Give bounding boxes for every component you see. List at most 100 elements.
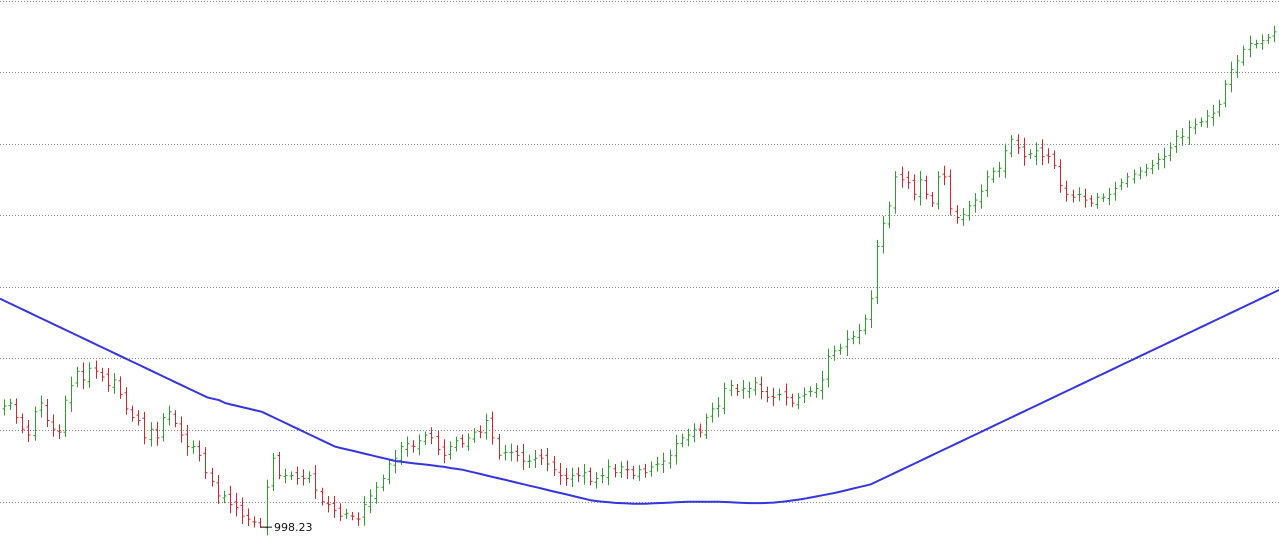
price-bar — [741, 380, 746, 399]
price-bar — [1150, 159, 1155, 175]
price-bar — [1040, 139, 1045, 166]
price-bar — [429, 427, 434, 445]
price-bar — [710, 402, 715, 423]
price-bar — [423, 431, 428, 445]
price-bar — [1107, 187, 1112, 206]
price-bar — [784, 383, 789, 406]
price-bar — [1119, 178, 1124, 191]
price-bar — [338, 503, 343, 522]
price-bar — [686, 428, 691, 447]
price-bar — [57, 424, 62, 439]
price-bar — [552, 455, 557, 476]
price-bar — [173, 410, 178, 428]
price-bar — [497, 434, 502, 460]
price-bar — [1235, 54, 1240, 79]
price-bar — [503, 444, 508, 461]
price-bar — [570, 467, 575, 488]
price-bar — [75, 366, 80, 388]
price-bar — [8, 398, 13, 410]
price-bar — [1241, 45, 1246, 66]
price-bar — [210, 467, 215, 487]
price-bar — [539, 449, 544, 465]
price-bar — [1223, 79, 1228, 108]
price-bar — [234, 492, 239, 517]
price-bar — [576, 467, 581, 483]
price-bar — [1187, 120, 1192, 145]
price-bar — [69, 376, 74, 412]
price-bar — [698, 423, 703, 438]
price-bar — [1168, 142, 1173, 162]
price-bar — [912, 174, 917, 201]
price-bar — [637, 465, 642, 481]
price-bar — [14, 398, 19, 424]
price-bar — [875, 239, 880, 304]
price-bar — [869, 290, 874, 329]
price-bar — [142, 411, 147, 445]
price-bar — [130, 405, 135, 422]
price-bar — [149, 422, 154, 447]
price-bar — [661, 452, 666, 474]
price-bar — [771, 387, 776, 407]
price-bar — [692, 423, 697, 443]
price-bar — [87, 362, 92, 388]
price-bar — [222, 490, 227, 504]
price-bar — [796, 392, 801, 410]
price-bar — [808, 386, 813, 397]
price-bar — [619, 461, 624, 478]
price-bar — [1180, 128, 1185, 146]
price-bar — [1162, 147, 1167, 169]
price-bar — [20, 413, 25, 434]
price-bar — [39, 395, 44, 418]
price-bar — [362, 496, 367, 526]
price-bar — [436, 430, 441, 456]
price-bar — [307, 471, 312, 484]
price-bar — [881, 216, 886, 254]
price-bar — [405, 436, 410, 457]
price-bar — [320, 487, 325, 506]
price-bar — [1260, 34, 1265, 50]
price-bar — [185, 424, 190, 456]
price-bar — [1034, 142, 1039, 166]
price-bar — [674, 434, 679, 465]
price-bar — [265, 479, 270, 536]
price-bar — [533, 450, 538, 469]
price-bar — [136, 410, 141, 426]
price-bar — [1217, 99, 1222, 117]
price-bar — [735, 384, 740, 396]
price-bar — [545, 448, 550, 472]
price-bar — [655, 456, 660, 472]
price-bar — [356, 512, 361, 526]
price-bar — [124, 387, 129, 415]
price-bar — [747, 381, 752, 399]
price-bar — [759, 376, 764, 400]
price-bar — [790, 393, 795, 408]
price-bar — [1101, 193, 1106, 203]
price-bar — [600, 468, 605, 484]
price-bar — [967, 200, 972, 221]
price-bar — [411, 440, 416, 453]
price-bar — [26, 419, 31, 443]
price-bar — [1138, 166, 1143, 180]
price-bar — [906, 171, 911, 189]
price-bar — [381, 474, 386, 492]
price-bar — [704, 413, 709, 439]
price-bar — [1089, 195, 1094, 207]
price-bar — [2, 399, 7, 416]
price-bar — [81, 362, 86, 390]
price-bar — [161, 413, 166, 442]
price-bar — [832, 345, 837, 361]
price-bar — [313, 465, 318, 499]
price-bar — [802, 387, 807, 404]
price-bar — [1272, 25, 1277, 43]
price-bar — [289, 471, 294, 481]
price-bar — [478, 425, 483, 439]
price-bar — [838, 343, 843, 355]
price-bar — [1254, 39, 1259, 49]
price-bar — [252, 516, 257, 528]
price-bar — [283, 468, 288, 484]
price-bar — [594, 472, 599, 489]
price-bar — [613, 464, 618, 478]
price-bar — [924, 175, 929, 200]
